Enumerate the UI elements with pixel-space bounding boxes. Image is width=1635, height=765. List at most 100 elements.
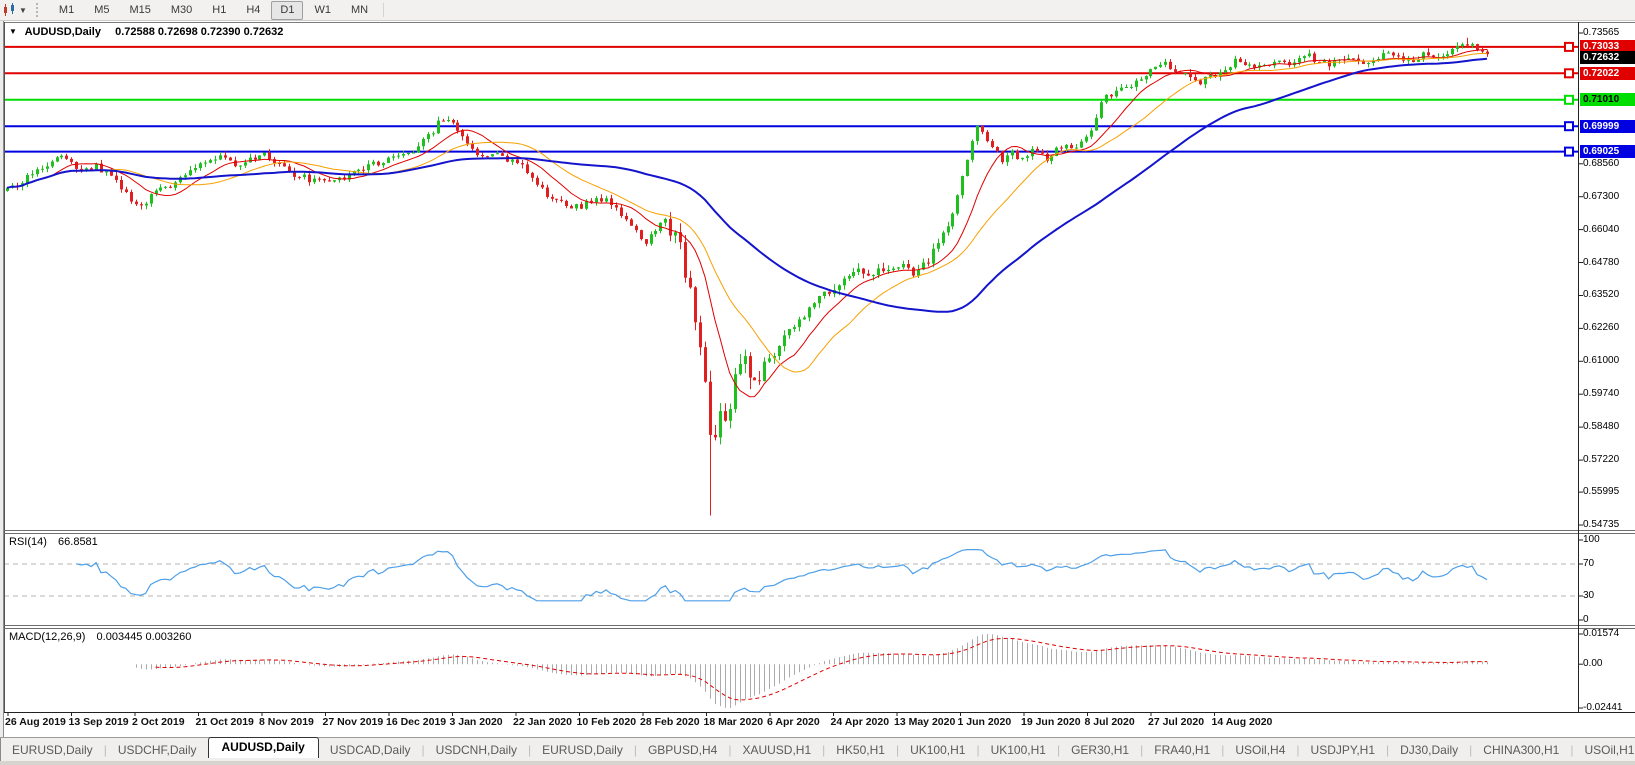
tab-usdjpy-h1[interactable]: USDJPY,H1: [1310, 742, 1376, 757]
tab-china300-h1[interactable]: CHINA300,H1: [1483, 742, 1560, 757]
tab-ger30-h1[interactable]: GER30,H1: [1071, 742, 1130, 757]
tab-separator: |: [1221, 742, 1225, 757]
tab-separator: |: [103, 742, 107, 757]
tab-uk100-h1[interactable]: UK100,H1: [910, 742, 966, 757]
tab-separator: |: [1296, 742, 1300, 757]
date-label: 3 Jan 2020: [449, 716, 503, 728]
date-label: 1 Jun 2020: [957, 716, 1012, 728]
tab-separator: |: [1056, 742, 1061, 757]
rsi-tick-label: 30: [1583, 590, 1595, 601]
timeframe-button-m5[interactable]: M5: [94, 3, 110, 16]
price-tick-label: 0.67300: [1583, 190, 1620, 202]
date-label: 19 Jun 2020: [1021, 716, 1081, 728]
price-level-label[interactable]: 0.69025: [1580, 145, 1635, 159]
timeframe-button-w1[interactable]: W1: [314, 3, 331, 16]
chart-symbol-period: AUDUSD,Daily: [24, 26, 101, 38]
macd-name: MACD(12,26,9): [9, 631, 86, 643]
price-tick-label: 0.73565: [1583, 27, 1620, 38]
tab-eurusd-daily[interactable]: EURUSD,Daily: [12, 742, 93, 757]
date-label: 6 Apr 2020: [767, 716, 820, 728]
toolbar-drag-handle[interactable]: [35, 3, 43, 17]
timeframe-button-h4[interactable]: H4: [246, 3, 261, 16]
tab-gbpusd-h4[interactable]: GBPUSD,H4: [647, 742, 718, 757]
date-label: 13 May 2020: [894, 716, 956, 728]
tab-separator: |: [1570, 742, 1574, 757]
rsi-current-value: 66.8581: [58, 536, 98, 548]
chart-ohlc-values: 0.72588 0.72698 0.72390 0.72632: [115, 26, 284, 38]
date-label: 2 Oct 2019: [132, 716, 185, 728]
tab-separator: |: [895, 742, 900, 757]
date-label: 24 Apr 2020: [830, 716, 890, 728]
date-label: 14 Aug 2020: [1211, 716, 1273, 728]
window-left-edge: [0, 21, 4, 737]
tab-dj30-daily[interactable]: DJ30,Daily: [1400, 742, 1459, 757]
tab-fra40-h1[interactable]: FRA40,H1: [1154, 742, 1211, 757]
price-tick-label: 0.59740: [1583, 388, 1620, 400]
tab-eurusd-daily[interactable]: EURUSD,Daily: [542, 742, 623, 757]
tab-separator: |: [1140, 742, 1144, 757]
tab-usdchf-daily[interactable]: USDCHF,Daily: [117, 742, 197, 757]
timeframe-button-mn[interactable]: MN: [350, 3, 369, 16]
toolbar-divider: [383, 3, 385, 17]
tab-separator: |: [528, 742, 532, 757]
tab-uk100-h1[interactable]: UK100,H1: [990, 742, 1046, 757]
timeframe-button-m1[interactable]: M1: [58, 3, 75, 16]
timeframe-button-d1[interactable]: D1: [271, 0, 304, 20]
macd-current-values: 0.003445 0.003260: [96, 631, 192, 643]
date-label: 28 Feb 2020: [640, 716, 700, 728]
tab-usoil-h4[interactable]: USOil,H4: [1235, 742, 1286, 757]
price-tick-label: 0.58480: [1583, 421, 1620, 433]
chart-tool-icon[interactable]: [2, 3, 18, 17]
timeframe-toolbar: ▼ M1 M5 M15 M30 H1 H4 D1 W1 MN: [0, 0, 1635, 21]
date-label: 8 Nov 2019: [259, 716, 314, 728]
tab-audusd-daily[interactable]: AUDUSD,Daily: [207, 737, 319, 758]
chart-tab-bar: EURUSD,Daily | USDCHF,Daily AUDUSD,Daily USD…: [0, 737, 1635, 762]
date-label: 18 Mar 2020: [703, 716, 764, 728]
price-level-label[interactable]: 0.73033: [1580, 40, 1635, 54]
tab-separator: |: [1469, 742, 1473, 757]
rsi-label: RSI(14) 66.8581: [9, 536, 98, 548]
tab-separator: |: [976, 742, 980, 757]
price-tick-label: 0.64780: [1583, 256, 1620, 268]
tab-usdcad-daily[interactable]: USDCAD,Daily: [329, 742, 411, 757]
rsi-tick-label: 0: [1583, 614, 1589, 625]
date-label: 21 Oct 2019: [195, 716, 254, 728]
tab-xauusd-h1[interactable]: XAUUSD,H1: [742, 742, 812, 757]
price-tick-label: 0.57220: [1583, 454, 1620, 466]
timeframe-buttons: M1 M5 M15 M30 H1 H4 D1 W1 MN: [49, 0, 378, 20]
tab-usdcnh-daily[interactable]: USDCNH,Daily: [435, 742, 518, 757]
price-tick-label: 0.66040: [1583, 223, 1620, 235]
date-label: 26 Aug 2019: [5, 716, 66, 728]
tab-usoil-h1[interactable]: USOil,H1: [1584, 742, 1635, 757]
macd-tick-label: 0.01574: [1583, 628, 1620, 639]
price-level-label[interactable]: 0.72022: [1580, 66, 1635, 80]
price-tick-label: 0.54735: [1583, 519, 1620, 530]
date-label: 13 Sep 2019: [68, 716, 129, 728]
rsi-name: RSI(14): [9, 536, 47, 548]
chart-menu-dropdown-icon[interactable]: ▼: [9, 27, 17, 36]
date-label: 22 Jan 2020: [513, 716, 572, 728]
tab-hk50-h1[interactable]: HK50,H1: [836, 742, 885, 757]
statusbar-strip: [0, 761, 1635, 765]
rsi-tick-label: 70: [1583, 558, 1595, 569]
price-tick-label: 0.63520: [1583, 289, 1620, 301]
date-label: 16 Dec 2019: [386, 716, 447, 728]
price-level-label[interactable]: 0.72632: [1580, 50, 1635, 64]
chart-title: ▼ AUDUSD,Daily 0.72588 0.72698 0.72390 0…: [9, 26, 283, 38]
price-tick-label: 0.62260: [1583, 322, 1620, 334]
tab-separator: |: [822, 742, 826, 757]
timeframe-button-m30[interactable]: M30: [170, 3, 193, 16]
timeframe-button-m15[interactable]: M15: [129, 3, 151, 16]
price-level-label[interactable]: 0.69999: [1580, 119, 1635, 133]
tab-separator: |: [728, 742, 732, 757]
chevron-down-icon[interactable]: ▼: [19, 5, 27, 15]
date-label: 27 Nov 2019: [322, 716, 384, 728]
rsi-tick-label: 100: [1583, 534, 1600, 545]
price-level-label[interactable]: 0.71010: [1580, 93, 1635, 107]
macd-label: MACD(12,26,9) 0.003445 0.003260: [9, 631, 191, 643]
date-label: 8 Jul 2020: [1084, 716, 1135, 728]
price-tick-label: 0.61000: [1583, 355, 1620, 367]
timeframe-button-h1[interactable]: H1: [212, 3, 227, 16]
tab-separator: |: [421, 742, 425, 757]
